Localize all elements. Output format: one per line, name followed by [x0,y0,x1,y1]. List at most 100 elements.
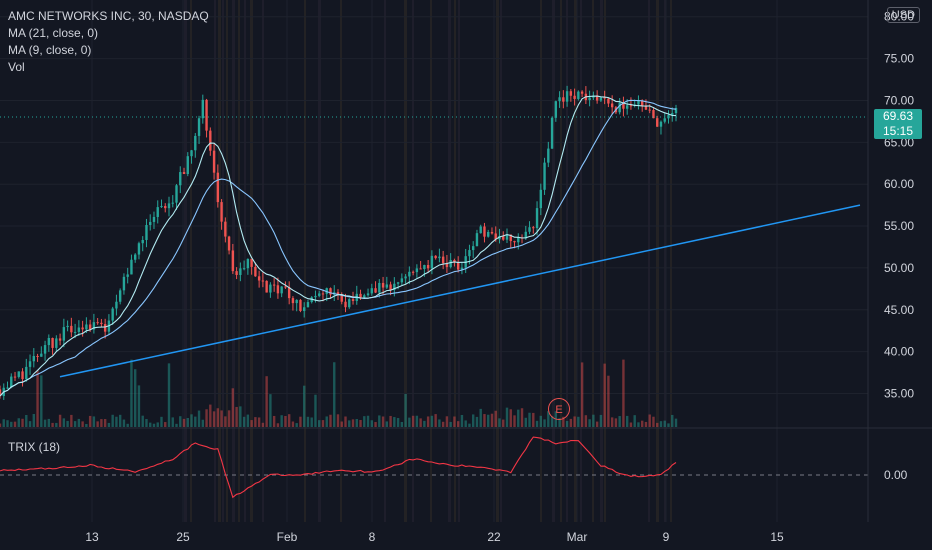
candle-body [637,100,640,105]
volume-bar [641,420,644,427]
symbol-title[interactable]: AMC NETWORKS INC, 30, NASDAQ [8,9,209,23]
candle-body [532,227,535,229]
candle-body [629,105,633,107]
y-tick-label: 80.00 [884,10,914,24]
candle-body [456,262,460,270]
candle-body [130,259,133,275]
highlight-band [566,0,568,522]
candle-body [160,206,163,208]
volume-bar [122,419,126,427]
volume-bar [171,417,174,427]
volume-bar [81,421,84,427]
volume-bar [17,418,20,427]
volume-bar [498,418,501,427]
ma21-label[interactable]: MA (21, close, 0) [8,26,99,40]
candle-body [272,284,276,286]
candle-body [43,345,47,354]
volume-bar [242,416,246,427]
volume-bar [212,411,216,427]
highlight-band [244,0,246,522]
candle-body [36,356,39,358]
candle-body [13,376,17,378]
volume-bar [513,415,516,427]
volume-bar [441,421,445,427]
candle-body [490,231,494,234]
candle-body [6,387,9,389]
volume-bar [547,411,550,427]
volume-bar [487,414,490,427]
volume-bar [520,408,524,427]
volume-bar [276,423,280,427]
volume-bar [336,414,340,427]
volume-label[interactable]: Vol [8,60,25,74]
candle-body [381,282,385,288]
x-tick-label: 9 [663,530,670,544]
candlesticks [0,85,678,400]
volume-bar [550,416,554,427]
volume-bar [149,422,152,427]
earnings-marker[interactable]: E [548,398,570,420]
candle-body [96,322,99,324]
candle-body [295,299,298,304]
candle-body [190,150,193,157]
volume-bar [10,421,13,427]
highlight-band [574,0,577,522]
volume-bar [411,415,415,427]
candle-body [284,286,287,288]
volume-bar [329,414,332,427]
volume-bar [396,418,400,427]
candle-body [607,98,610,104]
volume-bar [40,375,43,427]
volume-bar [569,418,573,427]
volume-bar [167,363,171,427]
volume-bar [483,414,486,427]
candle-body [280,286,283,294]
volume-bar [92,416,96,427]
volume-bar [449,421,452,427]
volume-bar [400,421,404,427]
volume-bar [460,414,464,427]
candle-body [528,227,531,232]
volume-bar [423,420,426,427]
volume-bar [152,423,156,427]
volume-bar [284,415,287,427]
volume-bar [179,416,182,427]
y-tick-label: 45.00 [884,303,914,317]
ma9-label[interactable]: MA (9, close, 0) [8,43,92,57]
volume-bar [272,415,276,427]
candle-body [569,91,573,96]
candle-body [580,91,584,94]
candle-body [51,337,54,348]
highlight-band [656,0,659,522]
volume-bar [472,414,475,427]
candle-body [28,361,32,367]
volume-bar [231,388,235,427]
candle-body [291,298,295,304]
candle-body [329,288,332,295]
candle-body [423,265,426,270]
currency-button[interactable]: USD [886,7,920,23]
volume-bar [107,422,111,427]
candle-body [348,299,351,308]
candle-body [122,276,126,291]
highlight-band [340,0,342,522]
candle-body [509,234,512,242]
candle-body [111,308,114,321]
candle-body [554,101,558,118]
highlight-band [496,0,499,522]
candle-body [610,103,614,108]
candle-body [231,250,235,272]
candle-body [224,221,227,237]
x-axis-ticks: 13 25 Feb 8 22 Mar 9 15 [85,530,784,544]
trix-label[interactable]: TRIX (18) [8,440,61,454]
volume-bar [190,414,193,427]
volume-bar [445,416,449,427]
volume-bar [333,362,336,427]
volume-bar [73,421,77,427]
candle-body [378,282,381,293]
volume-bar [614,418,618,427]
volume-bar [28,421,32,427]
candle-body [502,236,505,240]
volume-bar [389,415,392,427]
